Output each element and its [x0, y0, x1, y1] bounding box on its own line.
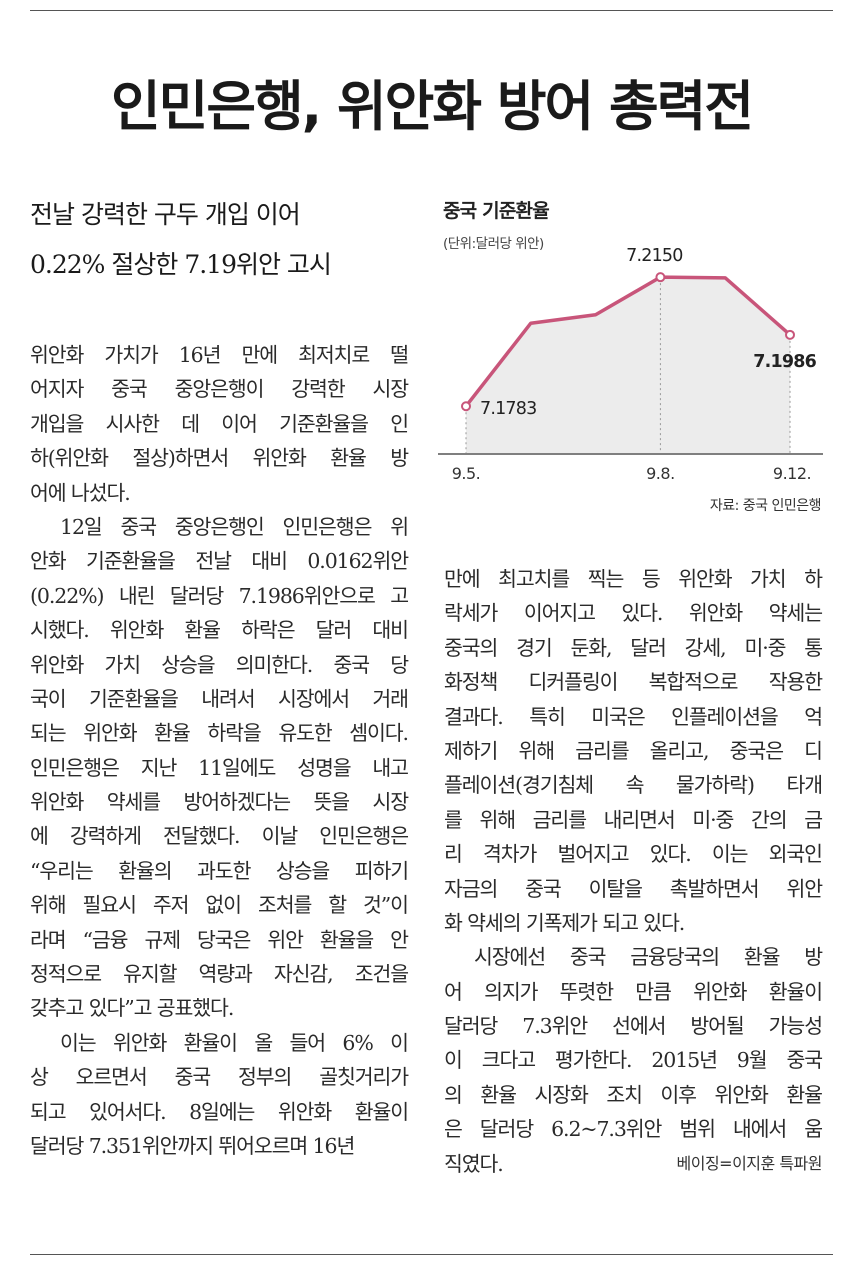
- body-line: 이 크다고 평가한다. 2015년 9월 중국: [444, 1048, 823, 1073]
- body-line: 12일 중국 중앙은행인 인민은행은 위: [60, 514, 409, 539]
- exchange-rate-chart: 중국 기준환율 (단위:달러당 위안) 7.1783 7.2150 7.1986 9.…: [438, 190, 833, 525]
- body-line: 시장에선 중국 금융당국의 환율 방: [474, 945, 823, 970]
- chart-x-tick-label: 9.12.: [773, 464, 811, 483]
- body-line: 락세가 이어지고 있다. 위안화 약세는: [444, 601, 823, 626]
- body-line: 안화 기준환율을 전날 대비 0.0162위안: [30, 549, 409, 574]
- body-line: 은 달러당 6.2~7.3위안 범위 내에서 움: [444, 1117, 823, 1142]
- chart-x-tick-label: 9.5.: [452, 464, 481, 483]
- body-line: 결과다. 특히 미국은 인플레이션을 억: [444, 704, 823, 729]
- body-line: 위안화 가치가 16년 만에 최저치로 떨: [30, 343, 409, 367]
- body-line: 어에 나섰다.: [30, 480, 131, 505]
- body-line: 달러당 7.3위안 선에서 방어될 가능성: [444, 1014, 823, 1039]
- body-line: 중국의 경기 둔화, 달러 강세, 미·중 통: [444, 635, 823, 660]
- body-line: 제하기 위해 금리를 올리고, 중국은 디: [444, 738, 823, 763]
- chart-source: 자료: 중국 인민은행: [709, 498, 822, 514]
- body-line: 달러당 7.351위안까지 뛰어오르며 16년: [30, 1133, 355, 1158]
- chart-area-fill: [466, 277, 790, 453]
- chart-title: 중국 기준환율: [443, 200, 550, 222]
- body-line: 화정책 디커플링이 복합적으로 작용한: [444, 670, 823, 695]
- chart-point: [655, 272, 666, 283]
- chart-x-tick-label: 9.8.: [646, 464, 675, 483]
- subheadline: 전날 강력한 구두 개입 이어 0.22% 절상한 7.19위안 고시: [30, 190, 410, 290]
- body-line: 하(위안화 절상)하면서 위안화 환율 방: [30, 446, 409, 471]
- body-line: 위안화 약세를 방어하겠다는 뜻을 시장: [30, 790, 409, 815]
- bottom-rule: [30, 1254, 833, 1255]
- body-line: 시했다. 위안화 환율 하락은 달러 대비: [30, 618, 409, 643]
- body-line: 의 환율 시장화 조치 이후 위안화 환율: [444, 1082, 823, 1107]
- body-line: 화 약세의 기폭제가 되고 있다.: [444, 910, 685, 935]
- body-line: 리 격차가 벌어지고 있다. 이는 외국인: [444, 842, 823, 867]
- body-line: 자금의 중국 이탈을 촉발하면서 위안: [444, 876, 823, 901]
- subheadline-line-1: 전날 강력한 구두 개입 이어: [30, 200, 301, 229]
- body-line: 위안화 가치 상승을 의미한다. 중국 당: [30, 652, 409, 677]
- body-line: “우리는 환율의 과도한 상승을 피하기: [30, 858, 409, 883]
- chart-unit: (단위:달러당 위안): [443, 236, 544, 252]
- body-line: 정적으로 유지할 역량과 자신감, 조건을: [30, 962, 409, 987]
- chart-point: [461, 401, 471, 412]
- body-line: 국이 기준환율을 내려서 시장에서 거래: [30, 686, 409, 711]
- body-line: 를 위해 금리를 내리면서 미·중 간의 금: [444, 807, 823, 832]
- body-line: 되고 있어서다. 8일에는 위안화 환율이: [30, 1099, 409, 1124]
- chart-value-label: 7.1783: [480, 399, 536, 419]
- body-line: 에 강력하게 전달했다. 이날 인민은행은: [30, 824, 409, 849]
- top-rule: [30, 10, 833, 11]
- chart-value-label: 7.2150: [626, 246, 682, 266]
- chart-value-label: 7.1986: [753, 352, 816, 372]
- body-line: 라며 “금융 규제 당국은 위안 환율을 안: [30, 927, 409, 952]
- body-line: 만에 최고치를 찍는 등 위안화 가치 하: [444, 567, 823, 591]
- body-line: (0.22%) 내린 달러당 7.1986위안으로 고: [30, 583, 409, 608]
- subheadline-line-2: 0.22% 절상한 7.19위안 고시: [30, 250, 332, 279]
- chart-plot: 7.1783 7.2150 7.1986 9.5. 9.8. 9.12.: [438, 246, 823, 483]
- body-line: 어 의지가 뚜렷한 만큼 위안화 환율이: [444, 979, 823, 1004]
- byline: 베이징=이지훈 특파원: [676, 1153, 823, 1173]
- body-line: 상 오르면서 중국 정부의 골칫거리가: [30, 1065, 409, 1090]
- chart-series-line: [464, 275, 792, 408]
- body-line: 어지자 중국 중앙은행이 강력한 시장: [30, 377, 409, 402]
- body-line: 플레이션(경기침체 속 물가하락) 타개: [444, 773, 823, 798]
- headline: 인민은행, 위안화 방어 총력전: [110, 75, 754, 138]
- body-line: 위해 필요시 주저 없이 조처를 할 것”이: [30, 893, 409, 918]
- body-line: 되는 위안화 환율 하락을 유도한 셈이다.: [30, 721, 409, 746]
- chart-point: [785, 329, 795, 340]
- body-line: 직였다. 베이징=이지훈 특파원: [444, 1147, 823, 1181]
- body-line: 이는 위안화 환율이 올 들어 6% 이: [60, 1030, 409, 1055]
- body-line: 개입을 시사한 데 이어 기준환율을 인: [30, 411, 409, 436]
- body-line: 갖추고 있다”고 공표했다.: [30, 996, 234, 1021]
- body-line: 인민은행은 지난 11일에도 성명을 내고: [30, 755, 409, 780]
